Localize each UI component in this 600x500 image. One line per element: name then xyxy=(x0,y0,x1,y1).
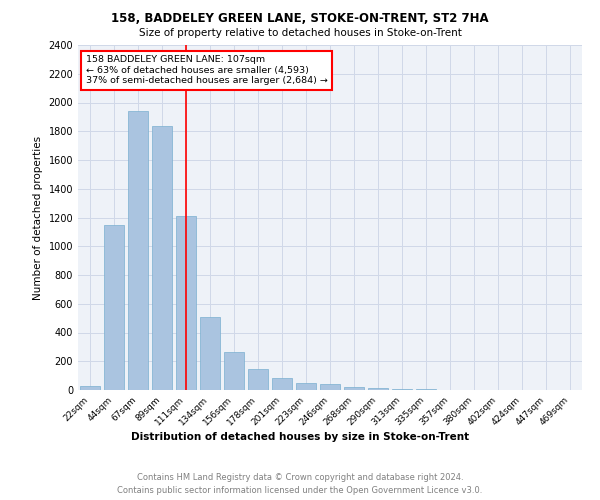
Text: Size of property relative to detached houses in Stoke-on-Trent: Size of property relative to detached ho… xyxy=(139,28,461,38)
Bar xyxy=(152,126,172,390)
Y-axis label: Number of detached properties: Number of detached properties xyxy=(33,136,43,300)
Bar xyxy=(200,316,220,390)
Bar xyxy=(104,224,124,390)
Bar xyxy=(128,111,148,390)
Text: Contains HM Land Registry data © Crown copyright and database right 2024.: Contains HM Land Registry data © Crown c… xyxy=(137,472,463,482)
Text: Contains public sector information licensed under the Open Government Licence v3: Contains public sector information licen… xyxy=(118,486,482,495)
Text: 158 BADDELEY GREEN LANE: 107sqm
← 63% of detached houses are smaller (4,593)
37%: 158 BADDELEY GREEN LANE: 107sqm ← 63% of… xyxy=(86,56,328,85)
Text: Distribution of detached houses by size in Stoke-on-Trent: Distribution of detached houses by size … xyxy=(131,432,469,442)
Bar xyxy=(176,216,196,390)
Bar xyxy=(296,382,316,390)
Bar xyxy=(320,384,340,390)
Bar xyxy=(344,388,364,390)
Bar xyxy=(224,352,244,390)
Bar xyxy=(272,378,292,390)
Text: 158, BADDELEY GREEN LANE, STOKE-ON-TRENT, ST2 7HA: 158, BADDELEY GREEN LANE, STOKE-ON-TRENT… xyxy=(111,12,489,26)
Bar xyxy=(80,386,100,390)
Bar xyxy=(248,368,268,390)
Bar xyxy=(368,388,388,390)
Bar xyxy=(392,388,412,390)
